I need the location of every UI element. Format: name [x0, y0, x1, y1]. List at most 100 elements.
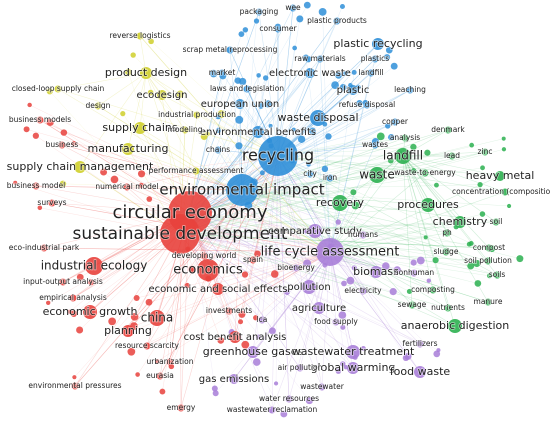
minor-node [200, 133, 208, 141]
node-label: comparative study [268, 226, 362, 237]
node-label: copper [382, 117, 409, 126]
edge [61, 144, 243, 191]
minor-node [410, 259, 417, 266]
edge [50, 122, 191, 214]
edge [179, 233, 394, 292]
node-label: environmental benefits [200, 127, 316, 138]
minor-node [46, 118, 54, 126]
node [274, 25, 282, 33]
node [495, 171, 505, 181]
node-label: eurasia [146, 371, 174, 380]
edge [189, 212, 477, 264]
node [313, 302, 325, 314]
node-label: raw materials [294, 54, 346, 63]
minor-node [108, 317, 117, 326]
node-label: biomass [353, 265, 399, 278]
minor-node [130, 313, 139, 321]
minor-node [147, 89, 154, 96]
node [332, 318, 340, 326]
minor-node [474, 280, 482, 287]
edge [203, 155, 279, 257]
edge [241, 155, 279, 315]
edge [72, 189, 243, 299]
minor-node [215, 127, 222, 134]
minor-node [321, 165, 329, 173]
node [332, 195, 348, 211]
edge [179, 233, 447, 253]
edge [402, 155, 456, 327]
node [302, 280, 316, 294]
edge [189, 212, 429, 281]
edge [329, 251, 489, 303]
node [391, 118, 399, 126]
node [443, 229, 451, 237]
node [32, 182, 40, 190]
edge [277, 58, 376, 157]
node [243, 85, 251, 93]
edge [271, 155, 279, 411]
minor-node [350, 189, 357, 196]
node-label: wastewater reclamation [227, 405, 318, 414]
minor-node [385, 46, 393, 54]
node-label: european union [201, 99, 280, 110]
minor-node [507, 203, 512, 209]
node [444, 304, 452, 312]
node-label: circular economy [113, 202, 268, 223]
node-label: china [141, 311, 174, 325]
minor-node [305, 396, 314, 405]
minor-node [306, 162, 311, 167]
node [58, 141, 66, 149]
edge [277, 58, 376, 157]
edge [329, 251, 354, 353]
node-label: waste-to-energy [394, 168, 456, 177]
minor-node [138, 182, 144, 188]
edge [159, 155, 279, 377]
minor-node [273, 381, 279, 386]
minor-node [70, 310, 78, 317]
edge [240, 155, 279, 322]
node [226, 46, 234, 54]
edge [141, 185, 243, 191]
edge [179, 155, 404, 235]
node-label: soil [490, 217, 503, 226]
node [333, 17, 341, 25]
node-label: supply chain management [7, 160, 154, 173]
edge [277, 7, 294, 157]
node [214, 146, 222, 154]
edge [241, 189, 498, 276]
minor-node [303, 259, 312, 268]
node [308, 224, 322, 238]
node-label: composting [411, 285, 455, 294]
node [421, 198, 435, 212]
node-label: manufacturing [88, 142, 169, 155]
minor-node [305, 56, 312, 63]
edge [241, 189, 331, 253]
edge [139, 35, 147, 74]
node [54, 85, 62, 93]
minor-node [388, 134, 395, 141]
edge [329, 251, 354, 353]
node [359, 231, 367, 239]
minor-node [296, 15, 304, 23]
edge [179, 233, 182, 409]
edge [179, 230, 316, 235]
node [318, 383, 326, 391]
edge [329, 221, 461, 253]
minor-node [340, 324, 346, 330]
minor-node [148, 38, 154, 45]
minor-node [253, 315, 259, 321]
edge [39, 207, 181, 235]
edge [127, 148, 243, 191]
edge [97, 72, 147, 107]
edge [161, 94, 279, 157]
edge [136, 251, 331, 299]
edge [241, 129, 449, 191]
edge [79, 166, 181, 235]
labels: packaging wee plastic products consumer plas… [6, 2, 550, 415]
edge [241, 189, 259, 337]
node [444, 126, 452, 134]
edge [189, 212, 314, 287]
node-label: soil pollution [464, 256, 512, 265]
minor-node [501, 136, 506, 141]
minor-node [335, 71, 342, 79]
